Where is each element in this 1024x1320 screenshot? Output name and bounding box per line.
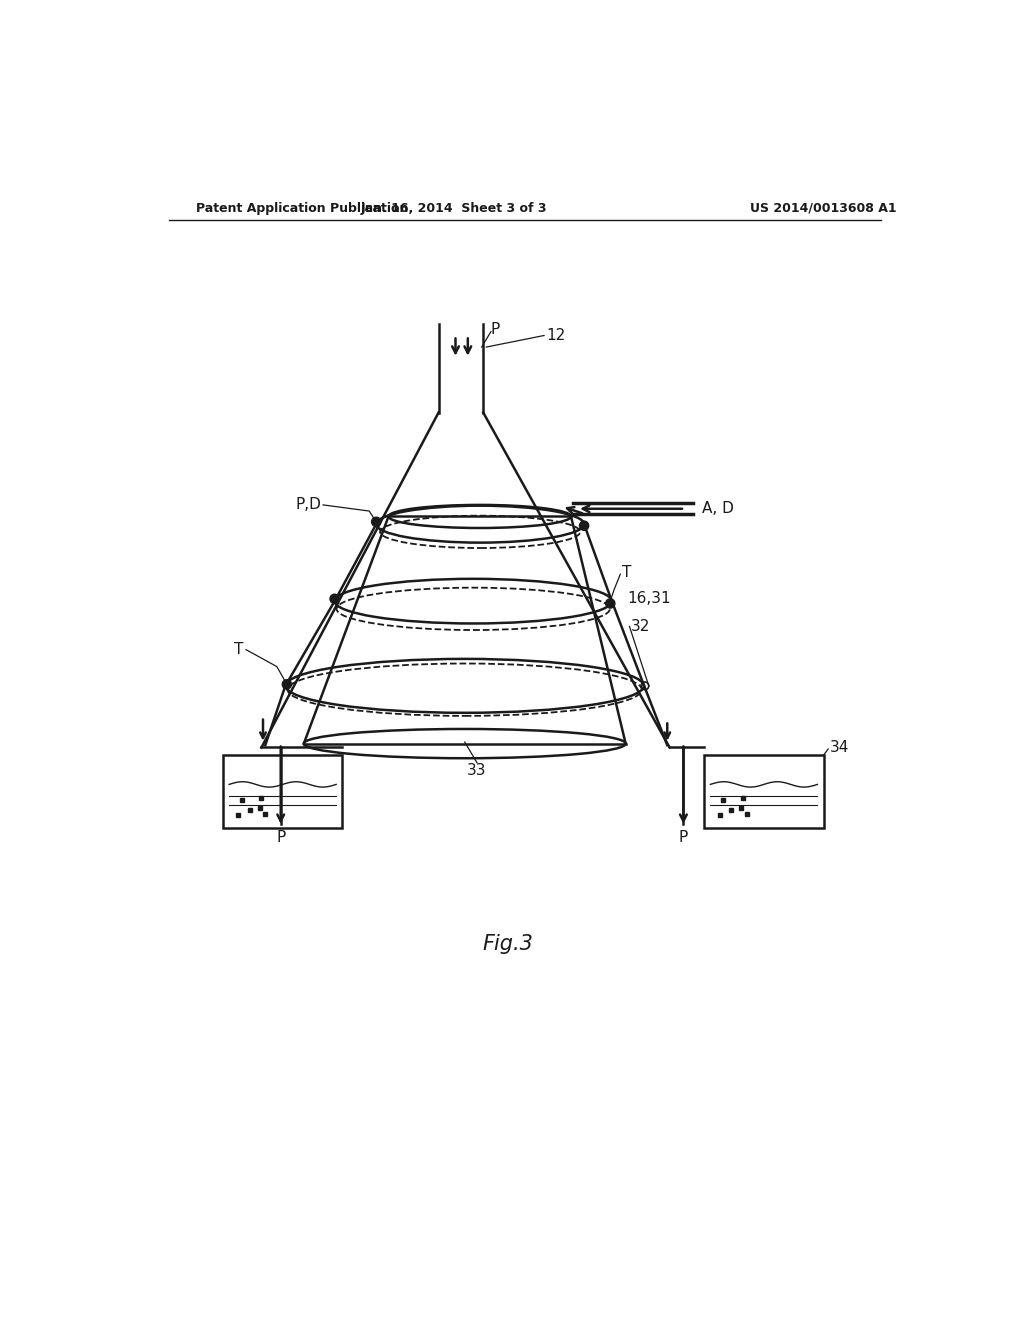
Text: Jan. 16, 2014  Sheet 3 of 3: Jan. 16, 2014 Sheet 3 of 3 [360, 202, 547, 215]
Text: P: P [490, 322, 500, 337]
Circle shape [580, 521, 589, 531]
Text: T: T [234, 642, 244, 657]
Text: Fig.3: Fig.3 [482, 933, 534, 954]
Text: 12: 12 [547, 327, 565, 343]
Text: P: P [276, 830, 286, 845]
Text: P,D: P,D [296, 498, 322, 512]
Text: 16,31: 16,31 [628, 591, 671, 606]
Text: 32: 32 [631, 619, 650, 634]
Circle shape [605, 599, 614, 609]
Bar [223, 755, 342, 829]
Circle shape [283, 680, 292, 689]
Text: 33: 33 [467, 763, 486, 777]
Bar [705, 755, 823, 829]
Circle shape [330, 594, 339, 603]
Text: P: P [679, 830, 688, 845]
Text: T: T [622, 565, 631, 581]
Circle shape [372, 517, 381, 527]
Text: US 2014/0013608 A1: US 2014/0013608 A1 [751, 202, 897, 215]
Text: A, D: A, D [701, 502, 734, 516]
Text: Patent Application Publication: Patent Application Publication [196, 202, 409, 215]
Text: 34: 34 [829, 741, 849, 755]
